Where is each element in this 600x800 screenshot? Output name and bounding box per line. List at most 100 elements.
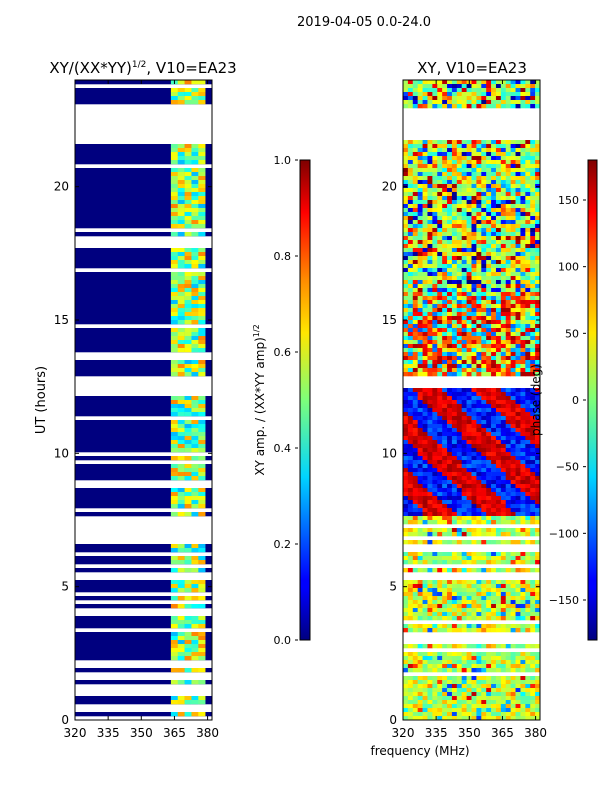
right-heat-cell bbox=[412, 96, 418, 101]
right-heat-cell bbox=[417, 480, 423, 485]
left-heat-cell bbox=[198, 220, 206, 225]
right-heat-cell bbox=[403, 364, 409, 369]
left-heat-cell bbox=[184, 232, 192, 237]
left-heat-cell bbox=[177, 288, 185, 293]
right-heat-cell bbox=[466, 312, 472, 317]
right-heat-cell bbox=[456, 296, 463, 301]
right-heat-cell bbox=[476, 628, 482, 633]
left-heat-cell bbox=[198, 604, 206, 609]
right-heat-cell bbox=[427, 288, 433, 293]
right-heat-cell bbox=[500, 168, 507, 173]
right-heat-cell bbox=[447, 260, 453, 265]
right-heat-cell bbox=[471, 444, 477, 449]
right-heat-cell bbox=[471, 400, 477, 405]
right-heat-cell bbox=[427, 420, 433, 425]
right-heat-cell bbox=[466, 652, 472, 657]
right-heat-cell bbox=[481, 340, 487, 345]
left-heat-cell bbox=[184, 300, 192, 305]
right-heat-cell bbox=[510, 300, 516, 305]
right-heat-cell bbox=[466, 404, 472, 409]
right-heat-cell bbox=[476, 420, 482, 425]
left-heat-cell bbox=[191, 496, 199, 501]
right-heat-cell bbox=[481, 520, 487, 525]
right-heat-cell bbox=[510, 280, 516, 285]
right-heat-cell bbox=[432, 260, 438, 265]
right-heat-cell bbox=[432, 464, 438, 469]
right-heat-cell bbox=[466, 204, 472, 209]
right-heat-cell bbox=[437, 140, 443, 145]
right-heat-cell bbox=[417, 708, 423, 713]
right-heat-cell bbox=[412, 428, 418, 433]
right-heat-cell bbox=[447, 192, 453, 197]
right-heat-cell bbox=[505, 312, 511, 317]
right-heat-cell bbox=[535, 292, 541, 297]
right-heat-cell bbox=[520, 96, 526, 101]
right-heat-cell bbox=[442, 656, 448, 661]
right-heat-cell bbox=[456, 404, 463, 409]
right-heat-cell bbox=[491, 252, 497, 257]
right-heat-cell bbox=[491, 480, 497, 485]
right-heat-cell bbox=[495, 340, 502, 345]
right-heat-cell bbox=[495, 156, 502, 161]
right-heat-cell bbox=[471, 96, 477, 101]
left-heat-cell bbox=[170, 336, 179, 341]
right-heat-cell bbox=[515, 444, 521, 449]
right-heat-cell bbox=[491, 300, 497, 305]
right-heat-cell bbox=[535, 392, 541, 397]
right-heat-cell bbox=[407, 584, 414, 589]
right-heat-cell bbox=[525, 140, 531, 145]
right-heat-cell bbox=[505, 436, 511, 441]
right-heat-cell bbox=[530, 416, 536, 421]
right-heat-cell bbox=[530, 512, 536, 517]
right-heat-cell bbox=[442, 328, 448, 333]
right-heat-cell bbox=[451, 268, 458, 273]
right-heat-cell bbox=[500, 456, 507, 461]
right-heat-cell bbox=[422, 200, 428, 205]
right-heat-cell bbox=[412, 664, 418, 669]
left-heat-cell bbox=[198, 620, 206, 625]
right-heat-cell bbox=[407, 356, 414, 361]
left-heat-cell bbox=[184, 308, 192, 313]
right-heat-cell bbox=[427, 308, 433, 313]
right-heat-cell bbox=[447, 436, 453, 441]
right-heat-cell bbox=[535, 364, 541, 369]
right-heat-cell bbox=[530, 284, 536, 289]
right-heat-cell bbox=[476, 256, 482, 261]
right-heat-cell bbox=[461, 152, 467, 157]
right-heat-cell bbox=[486, 496, 492, 501]
right-heat-cell bbox=[491, 216, 497, 221]
left-colorbar-label: XY amp. / (XX*YY amp)1/2 bbox=[252, 324, 267, 475]
right-heat-cell bbox=[515, 708, 521, 713]
right-heat-cell bbox=[432, 460, 438, 465]
left-heat-cell bbox=[184, 448, 192, 453]
right-heat-cell bbox=[515, 516, 521, 521]
right-heat-cell bbox=[491, 164, 497, 169]
right-heat-cell bbox=[442, 184, 448, 189]
left-heat-cell bbox=[177, 88, 185, 93]
right-heat-cell bbox=[500, 96, 507, 101]
right-heat-cell bbox=[515, 528, 521, 533]
right-heat-cell bbox=[422, 512, 428, 517]
right-heat-cell bbox=[432, 244, 438, 249]
right-heat-cell bbox=[505, 552, 511, 557]
right-heat-cell bbox=[427, 432, 433, 437]
right-heat-cell bbox=[427, 228, 433, 233]
right-heat-cell bbox=[466, 608, 472, 613]
right-heat-cell bbox=[432, 712, 438, 717]
right-heat-cell bbox=[407, 216, 414, 221]
right-heat-cell bbox=[515, 652, 521, 657]
right-heat-cell bbox=[505, 668, 511, 673]
right-heat-cell bbox=[407, 700, 414, 705]
right-heat-cell bbox=[432, 348, 438, 353]
left-heat-cell bbox=[191, 232, 199, 237]
right-heat-cell bbox=[432, 392, 438, 397]
right-heat-cell bbox=[476, 188, 482, 193]
right-heat-cell bbox=[520, 172, 526, 177]
right-heat-cell bbox=[432, 600, 438, 605]
left-heat-cell bbox=[198, 248, 206, 253]
right-heat-cell bbox=[500, 364, 507, 369]
left-heat-cell bbox=[184, 216, 192, 221]
right-heat-cell bbox=[476, 288, 482, 293]
right-ytick-label: 0 bbox=[389, 713, 397, 727]
right-heat-cell bbox=[525, 196, 531, 201]
